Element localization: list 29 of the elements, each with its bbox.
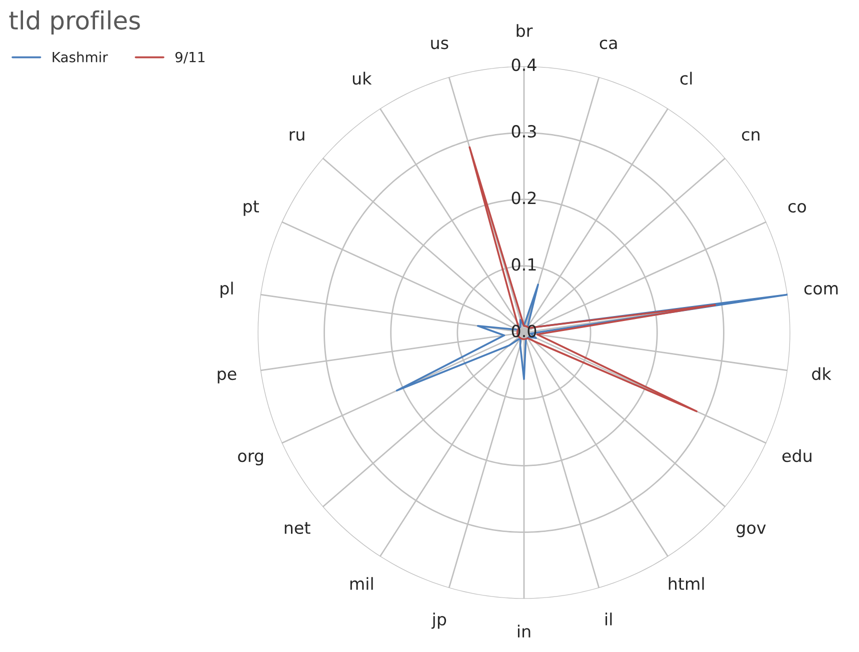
spoke-label: pl [220, 282, 233, 298]
spoke-label: br [516, 24, 533, 38]
y-tick-label: 0.3 [512, 125, 536, 138]
spoke-label: gov [736, 524, 766, 538]
y-tick-label: 0.1 [512, 258, 536, 271]
legend-label: 9/11 [175, 52, 204, 64]
spoke-label: cl [680, 72, 692, 85]
spoke-label: il [606, 612, 612, 626]
spoke-label: in [518, 624, 530, 638]
spoke-label: jp [431, 612, 446, 629]
spoke-label: co [788, 203, 806, 213]
spoke-label: pt [244, 200, 259, 216]
spoke-label: net [284, 522, 310, 534]
spoke-label: edu [782, 449, 812, 462]
spoke-label: html [668, 577, 704, 590]
spoke-label: pe [218, 370, 236, 384]
spoke-label: uk [352, 72, 372, 85]
spoke-label: dk [812, 367, 832, 380]
spoke-label: ru [290, 131, 304, 141]
y-tick-label: 0.2 [512, 192, 536, 204]
legend-label: Kashmir [52, 52, 108, 62]
chart-title: tld profiles [9, 10, 140, 35]
spoke-label: mil [350, 577, 373, 590]
spoke-label: us [431, 40, 448, 50]
spoke-label: org [238, 452, 263, 466]
y-tick-label: 0.4 [512, 58, 536, 72]
spoke-label: cn [742, 131, 760, 141]
spoke-label: com [804, 285, 838, 295]
spoke-label: ca [600, 40, 617, 50]
